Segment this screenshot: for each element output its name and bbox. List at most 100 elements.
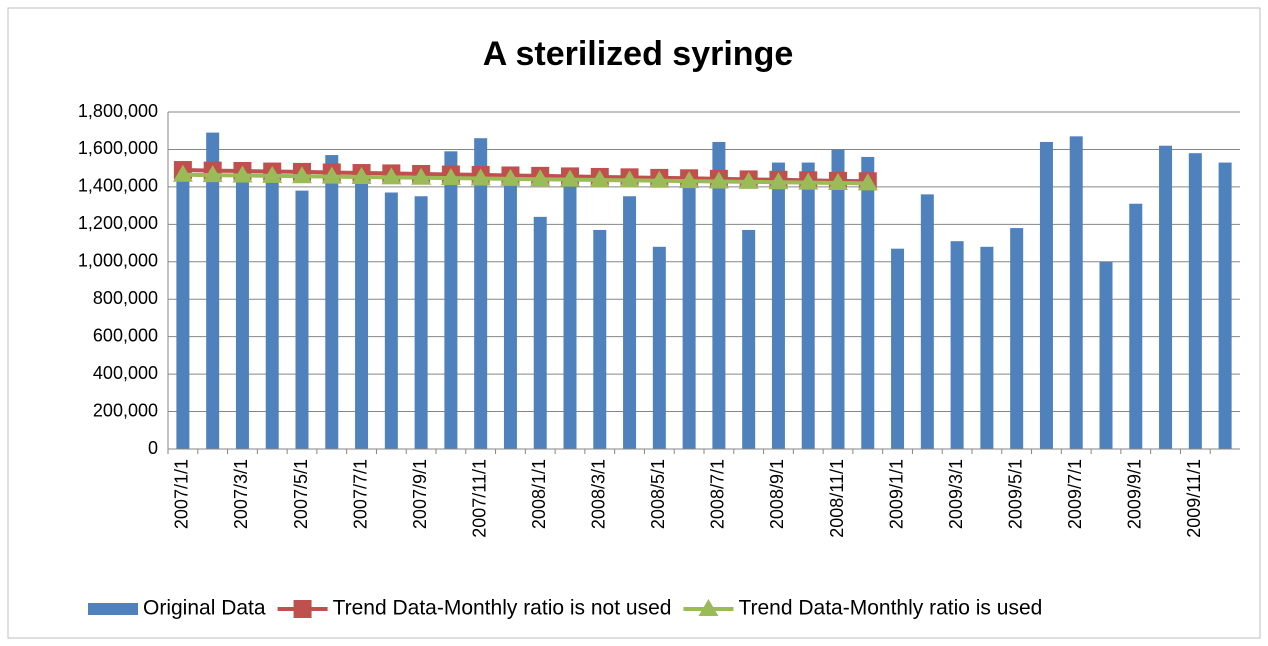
bar [831, 149, 845, 449]
y-tick-label: 600,000 [93, 325, 158, 345]
bar [1010, 228, 1024, 449]
trend-marker [232, 165, 253, 183]
bar [801, 162, 815, 450]
legend-swatch [88, 603, 138, 615]
x-tick-label: 2008/9/1 [767, 459, 787, 529]
bar [265, 171, 279, 449]
trend-marker [649, 170, 670, 188]
legend-item: Original Data [88, 597, 266, 620]
bar [1129, 203, 1143, 449]
trend-marker [470, 168, 491, 186]
x-tick-label: 2008/5/1 [648, 459, 668, 529]
bar [742, 229, 756, 449]
legend-label: Original Data [143, 597, 266, 620]
trend-marker [440, 168, 461, 186]
y-tick-label: 1,400,000 [78, 176, 158, 196]
chart-title: A sterilized syringe [483, 35, 794, 73]
trend-marker [530, 169, 551, 187]
legend-label: Trend Data-Monthly ratio is used [738, 597, 1042, 620]
bar [861, 156, 875, 449]
trend-marker [172, 164, 193, 182]
x-tick-label: 2007/1/1 [172, 459, 192, 529]
trend-marker [679, 171, 700, 189]
trend-marker [738, 171, 759, 189]
trend-marker [768, 172, 789, 190]
bar [206, 132, 220, 449]
trend-marker [619, 170, 640, 188]
bar [474, 138, 488, 449]
bar [414, 196, 428, 449]
x-tick-label: 2008/1/1 [529, 459, 549, 529]
trend-marker [292, 166, 312, 184]
legend-item: Trend Data-Monthly ratio is not used [277, 597, 672, 620]
bar [563, 183, 577, 449]
y-tick-label: 0 [148, 438, 158, 458]
legend-marker [698, 599, 719, 616]
bar [355, 179, 369, 449]
trend-marker [589, 169, 610, 187]
y-tick-label: 1,800,000 [78, 101, 158, 121]
bar [771, 162, 785, 450]
x-tick-label: 2008/3/1 [589, 459, 609, 529]
y-tick-label: 400,000 [93, 363, 158, 383]
bar [533, 216, 547, 449]
trend-marker [351, 166, 372, 184]
trend-marker [202, 165, 223, 183]
x-tick-label: 2009/5/1 [1005, 459, 1025, 529]
x-tick-label: 2009/11/1 [1184, 459, 1204, 538]
trend-marker [411, 167, 432, 185]
bar [384, 192, 398, 449]
bar [593, 229, 607, 449]
bar [235, 173, 249, 450]
x-tick-label: 2009/7/1 [1065, 459, 1085, 529]
bar [652, 246, 666, 449]
bar [176, 177, 190, 449]
trend-marker [500, 168, 521, 186]
x-tick-label: 2007/3/1 [231, 459, 251, 529]
legend-label: Trend Data-Monthly ratio is not used [333, 597, 672, 620]
trend-marker [708, 171, 729, 189]
bar [891, 248, 905, 449]
bar [1069, 136, 1083, 450]
y-tick-label: 1,200,000 [78, 213, 158, 233]
trend-marker [560, 169, 580, 187]
bar [623, 196, 637, 449]
bar [980, 246, 994, 449]
bar [1188, 153, 1202, 449]
bar [1218, 162, 1232, 450]
bar [503, 168, 517, 449]
trend-marker [828, 172, 848, 190]
bar [1099, 261, 1113, 449]
x-tick-label: 2007/11/1 [469, 459, 489, 538]
y-tick-label: 800,000 [93, 288, 158, 308]
bar [1039, 141, 1053, 449]
bar [920, 194, 934, 449]
y-tick-label: 200,000 [93, 400, 158, 420]
chart-frame [7, 7, 1261, 639]
trend-marker [262, 165, 283, 183]
trend-marker [381, 167, 402, 185]
x-tick-label: 2009/1/1 [886, 459, 906, 529]
bar [325, 155, 339, 450]
bar [950, 241, 964, 449]
legend-marker [293, 600, 312, 618]
bar [295, 190, 309, 449]
legend-item: Trend Data-Monthly ratio is used [683, 597, 1042, 620]
trend-marker [321, 166, 342, 184]
y-tick-label: 1,600,000 [78, 138, 158, 158]
x-tick-label: 2009/3/1 [946, 459, 966, 529]
x-tick-label: 2008/11/1 [827, 459, 847, 538]
x-tick-label: 2007/5/1 [291, 459, 311, 529]
x-tick-label: 2009/9/1 [1125, 459, 1145, 529]
bar [712, 141, 726, 449]
x-tick-label: 2008/7/1 [708, 459, 728, 529]
bar [1159, 145, 1173, 449]
bar [682, 179, 696, 449]
bar [444, 151, 458, 450]
x-tick-label: 2007/7/1 [350, 459, 370, 529]
x-tick-label: 2007/9/1 [410, 459, 430, 529]
trend-marker [798, 172, 819, 190]
trend-marker [857, 173, 878, 191]
y-tick-label: 1,000,000 [78, 251, 158, 271]
